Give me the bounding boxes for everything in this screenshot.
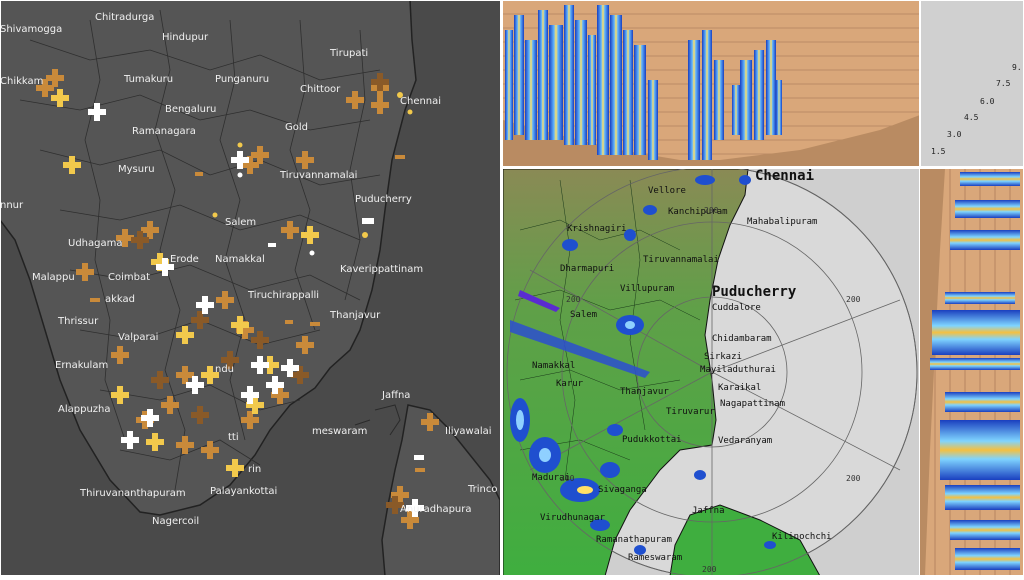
height-scale-panel: 9. 7.5 6.0 4.5 3.0 1.5: [919, 0, 1024, 166]
reflectivity-columns: [505, 5, 782, 160]
vertical-section-panel: [503, 0, 920, 166]
side-reflectivity: [930, 172, 1020, 570]
radar-echoes: [510, 175, 776, 555]
radar-ppi-panel: Chennai Vellore Kanchipuram Mahabalipura…: [503, 169, 920, 576]
panel-divider: [500, 0, 503, 576]
radar-land-sri-lanka: [669, 504, 821, 576]
side-section-panel: [919, 169, 1024, 576]
lightning-map-panel: Chitradurga Hindupur Tirupati Shivamogga…: [0, 0, 501, 577]
peninsula-land: [0, 0, 417, 516]
lightning-strikes: [36, 69, 439, 529]
radar-land: [503, 169, 749, 576]
